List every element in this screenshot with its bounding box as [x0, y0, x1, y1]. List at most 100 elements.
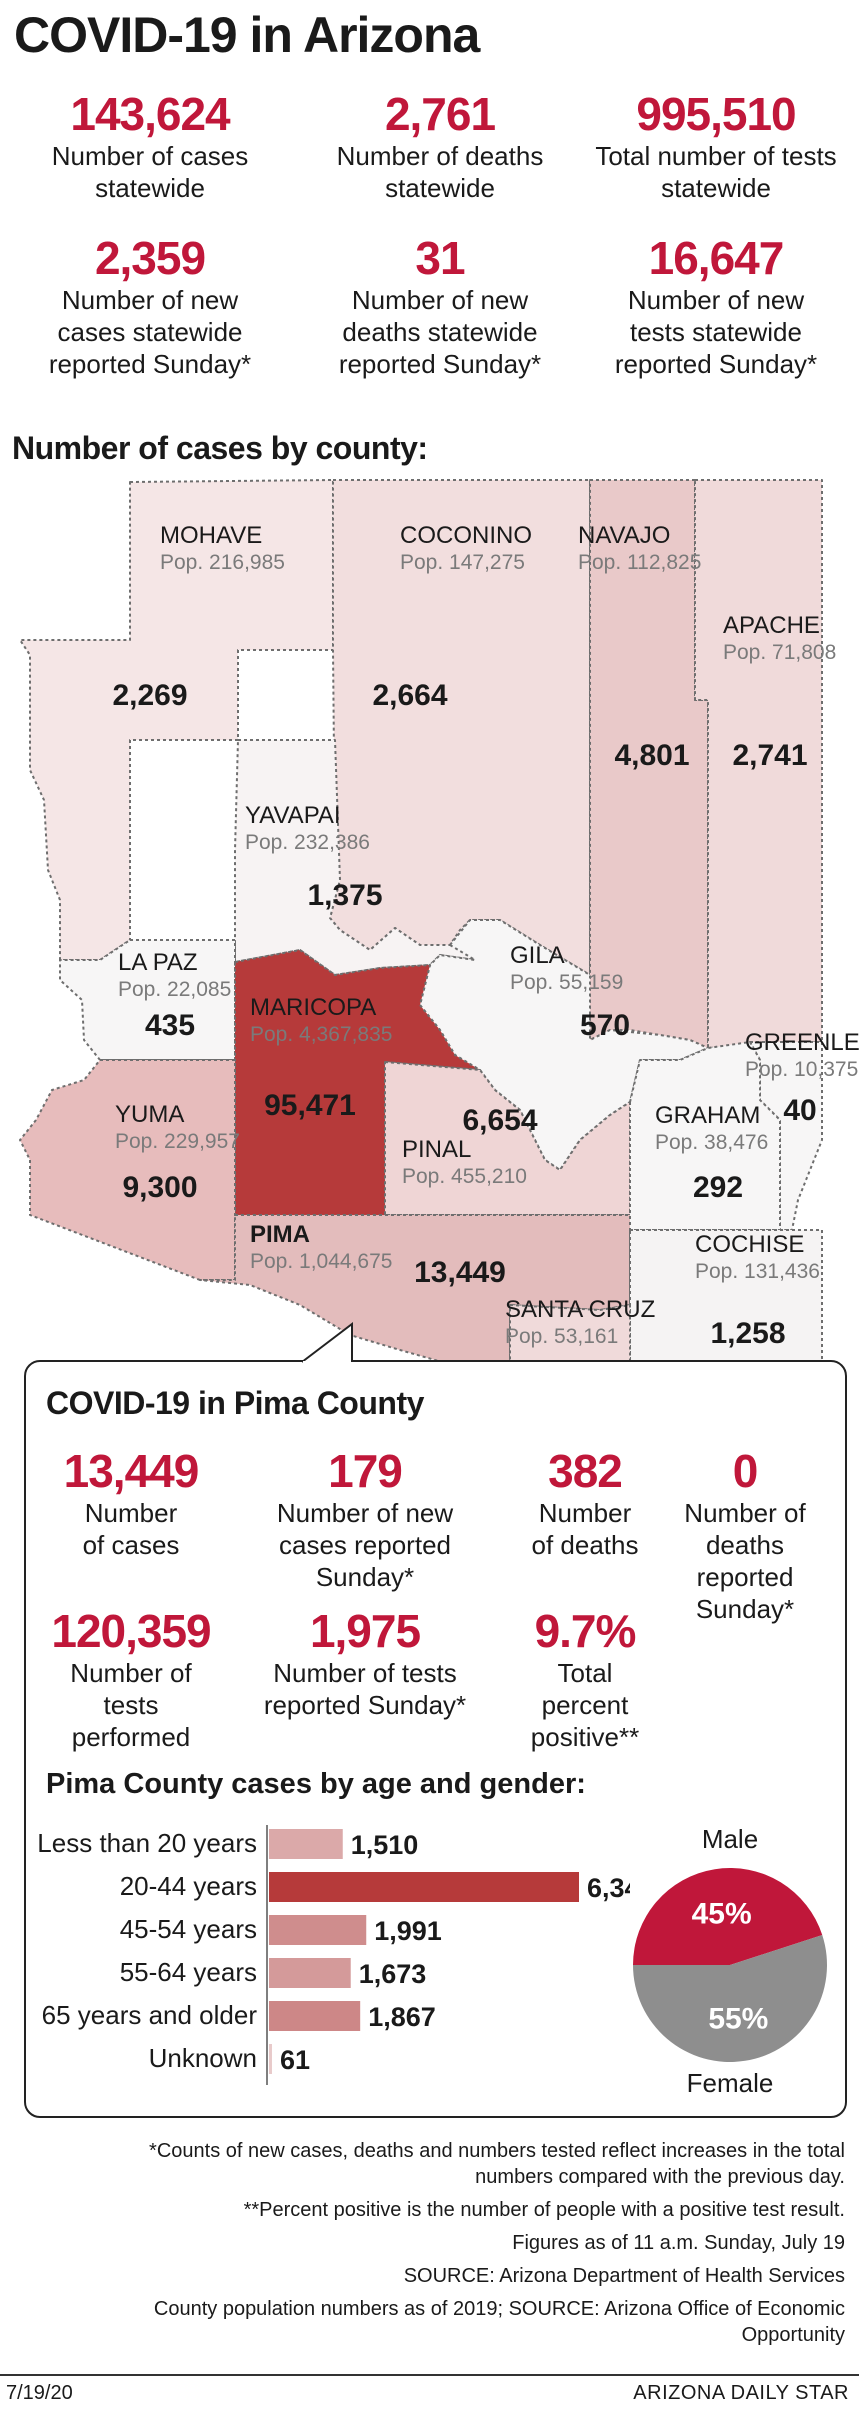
bar-category-label: 20-44 years [120, 1871, 257, 1901]
age-chart-title: Pima County cases by age and gender: [46, 1768, 586, 1800]
stat-label: Number of tests reported Sunday* [263, 1658, 467, 1720]
stat-label: Number of cases [82, 1498, 180, 1560]
county-cases-mohave: 2,269 [112, 679, 187, 712]
stat-new-tests-statewide: 16,647 Number of new tests statewide rep… [576, 232, 856, 380]
county-cases-yavapai: 1,375 [307, 879, 382, 912]
county-pop-pinal: Pop. 455,210 [402, 1165, 527, 1188]
county-pop-mohave: Pop. 216,985 [160, 551, 285, 574]
stat-new-cases-statewide: 2,359 Number of new cases statewide repo… [10, 232, 290, 380]
stat-value: 179 [328, 1445, 403, 1497]
map-title: Number of cases by county: [12, 430, 428, 466]
county-name-gila: GILA [510, 942, 565, 969]
stat-new-deaths-statewide: 31 Number of new deaths statewide report… [300, 232, 580, 380]
stat-label: Number of tests performed [70, 1658, 192, 1752]
gender-pie-chart: Male Female 45% 55% [633, 1824, 827, 2098]
county-cases-la-paz: 435 [145, 1009, 195, 1042]
stat-value: 31 [415, 232, 465, 284]
stat-tests-statewide: 995,510 Total number of tests statewide [576, 88, 856, 204]
bar-value-label: 6,347 [587, 1873, 630, 1903]
county-pop-yavapai: Pop. 232,386 [245, 831, 370, 854]
date: 7/19/20 [6, 2382, 73, 2404]
pie-slice-male [633, 1868, 823, 1965]
bar-5 [269, 2044, 272, 2074]
pie-value-label: 55% [708, 2003, 768, 2036]
bottom-rule [0, 2374, 859, 2376]
stat-label: Number of new deaths statewide reported … [338, 285, 542, 379]
pie-label-male: Male [702, 1824, 758, 1854]
bar-category-label: 55-64 years [120, 1957, 257, 1987]
bar-category-label: Unknown [149, 2043, 257, 2073]
county-shape-apache [694, 479, 823, 1049]
pima-stat-percent-positive: 9.7% Total percent positive** [495, 1605, 675, 1753]
bar-2 [269, 1915, 367, 1945]
stat-label: Number of deaths [531, 1498, 639, 1560]
county-name-coconino: COCONINO [400, 522, 532, 549]
county-pop-yuma: Pop. 229,957 [115, 1130, 240, 1153]
stat-value: 382 [548, 1445, 623, 1497]
publisher: ARIZONA DAILY STAR [633, 2382, 849, 2404]
stat-deaths-statewide: 2,761 Number of deaths statewide [300, 88, 580, 204]
pie-label-female: Female [687, 2068, 774, 2098]
pima-stat-cases: 13,449 Number of cases [36, 1445, 226, 1561]
stat-value: 13,449 [63, 1445, 200, 1497]
county-cases-cochise: 1,258 [710, 1317, 785, 1350]
pima-stat-new-deaths: 0 Number of deaths reported Sunday* [660, 1445, 830, 1625]
bar-value-label: 1,510 [351, 1830, 419, 1860]
county-pop-maricopa: Pop. 4,367,835 [250, 1023, 392, 1046]
stat-value: 995,510 [636, 88, 796, 140]
stat-value: 143,624 [70, 88, 230, 140]
county-pop-gila: Pop. 55,159 [510, 971, 623, 994]
bar-4 [269, 2001, 361, 2031]
pie-value-label: 45% [692, 1897, 752, 1930]
county-name-cochise: COCHISE [695, 1231, 804, 1258]
county-pop-la-paz: Pop. 22,085 [118, 978, 231, 1001]
county-cases-coconino: 2,664 [372, 679, 447, 712]
county-cases-maricopa: 95,471 [264, 1089, 356, 1122]
footnote-5: County population numbers as of 2019; SO… [153, 2298, 845, 2346]
bar-value-label: 1,867 [368, 2002, 436, 2032]
pima-stat-new-tests: 1,975 Number of tests reported Sunday* [240, 1605, 490, 1721]
bar-value-label: 1,673 [359, 1959, 427, 1989]
bar-category-label: 65 years and older [42, 2000, 258, 2030]
county-cases-graham: 292 [693, 1171, 743, 1204]
county-name-la-paz: LA PAZ [118, 949, 198, 976]
stat-value: 2,359 [94, 232, 206, 284]
bar-1 [269, 1872, 579, 1902]
county-cases-greenlee: 40 [783, 1094, 816, 1127]
pima-stat-tests: 120,359 Number of tests performed [36, 1605, 226, 1753]
county-name-santa-cruz: SANTA CRUZ [505, 1296, 655, 1323]
county-cases-yuma: 9,300 [122, 1171, 197, 1204]
bar-category-label: Less than 20 years [37, 1828, 257, 1858]
callout-pointer [301, 1322, 353, 1364]
county-pop-apache: Pop. 71,808 [723, 641, 836, 664]
stat-cases-statewide: 143,624 Number of cases statewide [10, 88, 290, 204]
stat-label: Number of deaths statewide [336, 141, 544, 203]
pima-stat-deaths: 382 Number of deaths [505, 1445, 665, 1561]
stat-value: 120,359 [51, 1605, 211, 1657]
county-pop-greenlee: Pop. 10,375 [745, 1058, 858, 1081]
county-cases-navajo: 4,801 [614, 739, 689, 772]
pima-stat-new-cases: 179 Number of new cases reported Sunday* [240, 1445, 490, 1593]
county-pop-cochise: Pop. 131,436 [695, 1260, 820, 1283]
stat-label: Number of cases statewide [51, 141, 249, 203]
page-title: COVID-19 in Arizona [14, 7, 480, 63]
county-cases-gila: 570 [580, 1009, 630, 1042]
county-cases-pinal: 6,654 [462, 1104, 537, 1137]
county-name-mohave: MOHAVE [160, 522, 262, 549]
county-pop-navajo: Pop. 112,825 [578, 551, 701, 574]
bar-value-label: 61 [280, 2045, 310, 2075]
stat-value: 1,975 [309, 1605, 421, 1657]
pie-slice-female [633, 1935, 827, 2062]
county-name-greenlee: GREENLEE [745, 1029, 859, 1056]
county-shape-pinal [384, 1061, 631, 1216]
bar-0 [269, 1829, 343, 1859]
county-name-yavapai: YAVAPAI [245, 802, 341, 829]
stat-value: 16,647 [648, 232, 785, 284]
stat-label: Total percent positive** [530, 1658, 640, 1752]
stat-label: Number of new tests statewide reported S… [614, 285, 818, 379]
stat-value: 2,761 [384, 88, 496, 140]
footnote-4: SOURCE: Arizona Department of Health Ser… [403, 2265, 845, 2287]
footnote-3: Figures as of 11 a.m. Sunday, July 19 [512, 2232, 845, 2254]
bar-3 [269, 1958, 351, 1988]
county-pop-graham: Pop. 38,476 [655, 1131, 768, 1154]
